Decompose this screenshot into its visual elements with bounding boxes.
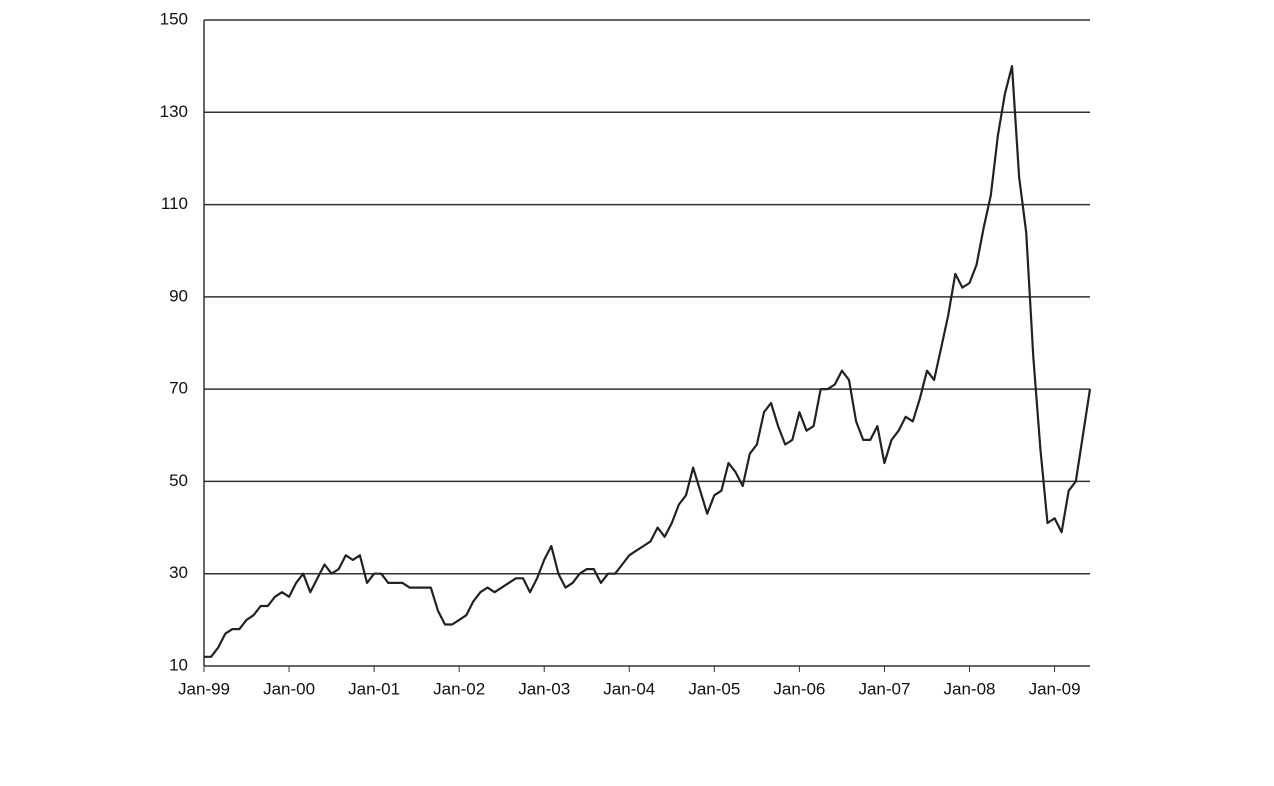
y-tick-label: 90	[169, 286, 188, 305]
x-tick-label: Jan-00	[263, 679, 315, 698]
y-tick-label: 150	[160, 9, 188, 28]
x-tick-label: Jan-09	[1029, 679, 1081, 698]
y-tick-label: 110	[161, 194, 188, 213]
y-tick-label: 10	[169, 655, 188, 674]
x-tick-label: Jan-03	[518, 679, 570, 698]
x-tick-label: Jan-05	[688, 679, 740, 698]
x-tick-label: Jan-06	[773, 679, 825, 698]
y-tick-label: 130	[160, 102, 188, 121]
y-tick-label: 30	[169, 563, 188, 582]
price-line	[204, 65, 1092, 658]
y-tick-label: 50	[169, 471, 188, 490]
x-tick-label: Jan-08	[944, 679, 996, 698]
x-tick-label: Jan-01	[348, 679, 400, 698]
y-tick-label: 70	[169, 379, 188, 398]
x-tick-label: Jan-04	[603, 679, 655, 698]
x-tick-label: Jan-07	[858, 679, 910, 698]
x-tick-label: Jan-02	[433, 679, 485, 698]
x-tick-label: Jan-99	[178, 679, 230, 698]
